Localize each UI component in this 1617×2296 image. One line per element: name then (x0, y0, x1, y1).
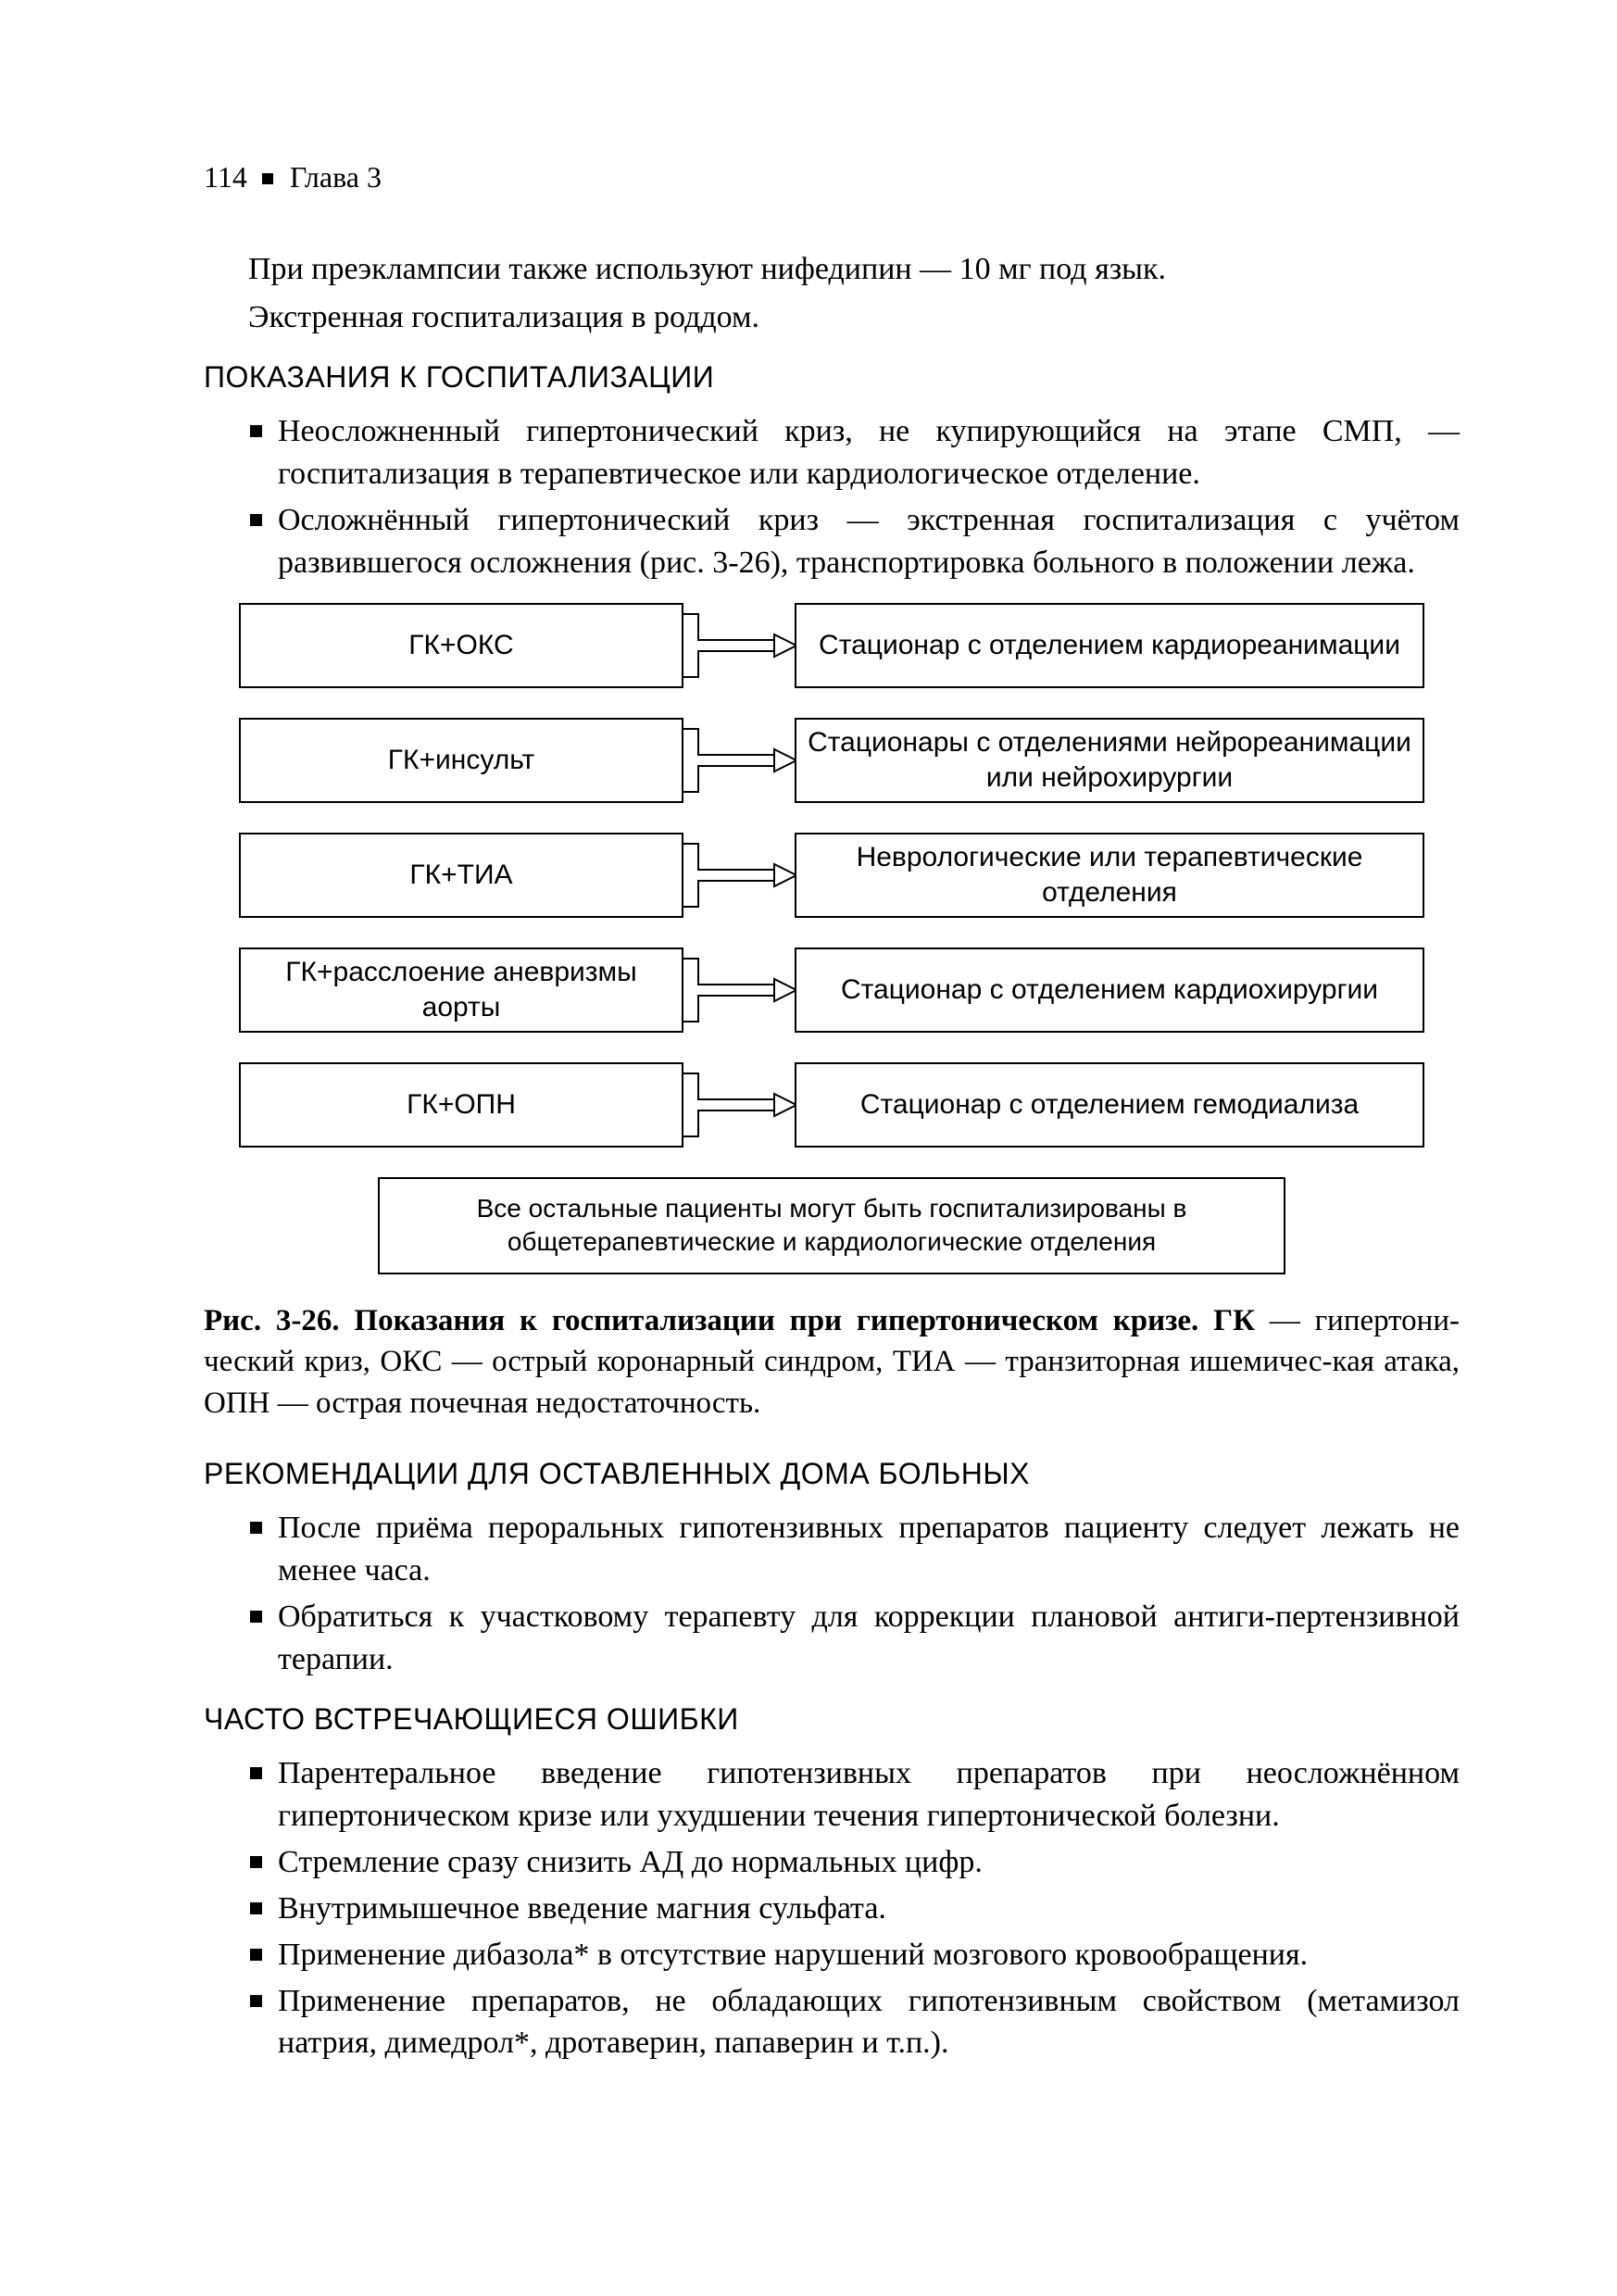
diagram-destination-text: Стационар с отделением кардиохирургии (841, 972, 1378, 1008)
list-item: Внутримышечное введение магния сульфата. (250, 1888, 1460, 1930)
list-item-text: Парентеральное введение гипотензивных пр… (278, 1756, 1460, 1833)
list-item: Обратиться к участковому терапевту для к… (250, 1596, 1460, 1681)
diagram-arrow (683, 603, 795, 688)
diagram-arrow (683, 833, 795, 918)
diagram-destination-box: Стационар с отделением кардиореанимации (795, 603, 1424, 688)
section-title-hospitalization: ПОКАЗАНИЯ К ГОСПИТАЛИЗАЦИИ (204, 358, 1460, 397)
intro-line-2: Экстренная госпитализация в роддом. (204, 296, 1460, 339)
header-bullet-icon (262, 173, 273, 184)
errors-list: Парентеральное введение гипотензивных пр… (204, 1752, 1460, 2064)
page: 114 Глава 3 При преэклампсии также испол… (0, 0, 1617, 2296)
diagram-condition-box: ГК+ТИА (239, 833, 683, 918)
list-item-text: Обратиться к участковому терапевту для к… (278, 1600, 1460, 1676)
list-item-text: Применение препаратов, не обладающих гип… (278, 1984, 1460, 2061)
diagram-condition-text: ГК+ТИА (409, 858, 512, 893)
list-item: Парентеральное введение гипотензивных пр… (250, 1752, 1460, 1838)
hospitalization-list: Неосложненный гипертонический криз, не к… (204, 410, 1460, 584)
list-item-text: После приёма пероральных гипотензивных п… (278, 1511, 1460, 1587)
section-title-errors: ЧАСТО ВСТРЕЧАЮЩИЕСЯ ОШИБКИ (204, 1700, 1460, 1739)
arrow-icon (682, 1062, 796, 1148)
list-item-text: Осложнённый гипертонический криз — экстр… (278, 503, 1460, 580)
arrow-icon (682, 833, 796, 918)
list-item-text: Внутримышечное введение магния сульфата. (278, 1891, 886, 1926)
list-item: Осложнённый гипертонический криз — экстр… (250, 499, 1460, 584)
diagram-condition-text: ГК+инсульт (388, 743, 534, 778)
diagram-condition-text: ГК+ОКС (408, 628, 513, 663)
list-item-text: Неосложненный гипертонический криз, не к… (278, 414, 1460, 491)
diagram-destination-text: Стационар с отделением гемодиализа (860, 1087, 1359, 1123)
diagram-destination-text: Стационар с отделением кардиореанимации (819, 628, 1400, 663)
diagram-condition-box: ГК+инсульт (239, 718, 683, 803)
diagram-arrow (683, 947, 795, 1033)
diagram-note-box: Все остальные пациенты могут быть госпит… (378, 1177, 1285, 1274)
diagram-destination-box: Стационар с отделением кардиохирургии (795, 947, 1424, 1033)
intro-line-1: При преэклампсии также используют нифеди… (204, 248, 1460, 291)
diagram-arrow (683, 1062, 795, 1148)
diagram-condition-box: ГК+ОПН (239, 1062, 683, 1148)
diagram-destination-text: Стационары с отделениями нейрореанимации… (806, 725, 1413, 795)
figure-caption: Рис. 3-26. Показания к госпитализации пр… (204, 1300, 1460, 1424)
list-item: Неосложненный гипертонический криз, не к… (250, 410, 1460, 496)
list-item: После приёма пероральных гипотензивных п… (250, 1507, 1460, 1592)
arrow-icon (682, 947, 796, 1033)
list-item: Применение препаратов, не обладающих гип… (250, 1980, 1460, 2065)
diagram-destination-box: Стационар с отделением гемодиализа (795, 1062, 1424, 1148)
diagram-row: ГК+ОПН Стационар с отделением гемодиализ… (239, 1062, 1424, 1148)
recommendations-list: После приёма пероральных гипотензивных п… (204, 1507, 1460, 1681)
page-header: 114 Глава 3 (204, 157, 1460, 197)
diagram-condition-box: ГК+расслоение аневризмы аорты (239, 947, 683, 1033)
list-item: Стремление сразу снизить АД до нормальны… (250, 1841, 1460, 1884)
diagram-row: ГК+инсульт Стационары с отделениями нейр… (239, 718, 1424, 803)
arrow-icon (682, 718, 796, 803)
list-item-text: Стремление сразу снизить АД до нормальны… (278, 1845, 983, 1879)
diagram-condition-box: ГК+ОКС (239, 603, 683, 688)
section-title-recommendations: РЕКОМЕНДАЦИИ ДЛЯ ОСТАВЛЕННЫХ ДОМА БОЛЬНЫ… (204, 1454, 1460, 1494)
hospitalization-diagram: ГК+ОКС Стационар с отделением кардиореан… (239, 603, 1424, 1274)
list-item: Применение дибазола* в отсутствие наруше… (250, 1934, 1460, 1976)
chapter-label: Глава 3 (290, 160, 382, 194)
list-item-text: Применение дибазола* в отсутствие наруше… (278, 1938, 1308, 1972)
diagram-condition-text: ГК+ОПН (407, 1087, 516, 1123)
arrow-icon (682, 603, 796, 688)
diagram-row: ГК+расслоение аневризмы аорты Стационар … (239, 947, 1424, 1033)
diagram-row: ГК+ТИА Неврологические или терапевтическ… (239, 833, 1424, 918)
diagram-note-text: Все остальные пациенты могут быть госпит… (477, 1194, 1187, 1256)
diagram-destination-box: Неврологические или терапевтические отде… (795, 833, 1424, 918)
diagram-destination-box: Стационары с отделениями нейрореанимации… (795, 718, 1424, 803)
diagram-arrow (683, 718, 795, 803)
diagram-condition-text: ГК+расслоение аневризмы аорты (250, 955, 672, 1024)
figure-caption-bold: Рис. 3-26. Показания к госпитализации пр… (204, 1304, 1255, 1337)
page-number: 114 (204, 160, 247, 194)
diagram-row: ГК+ОКС Стационар с отделением кардиореан… (239, 603, 1424, 688)
diagram-destination-text: Неврологические или терапевтические отде… (806, 840, 1413, 910)
